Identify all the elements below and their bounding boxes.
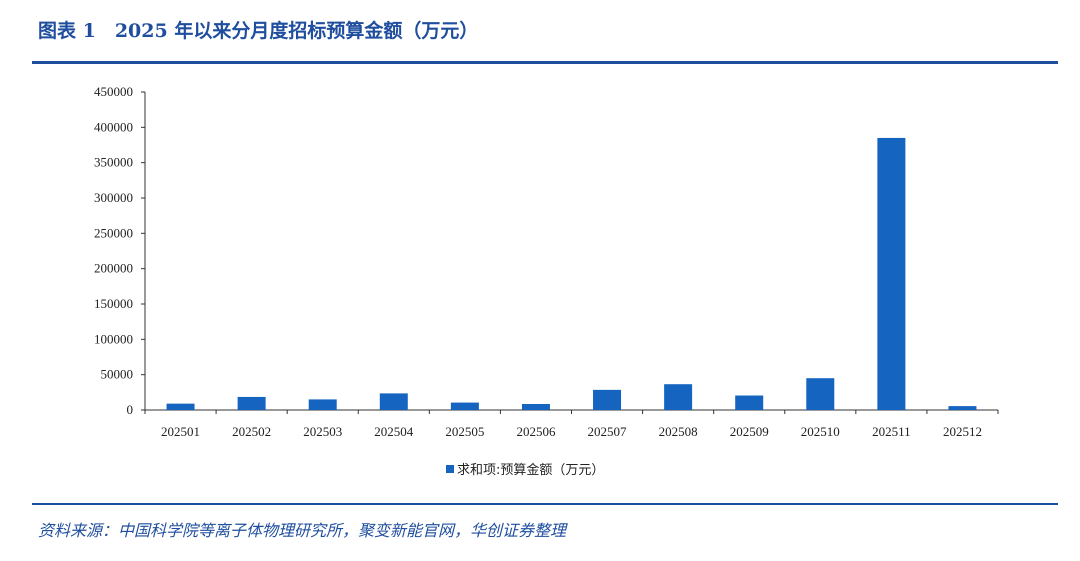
y-tick-label: 100000 bbox=[94, 331, 133, 346]
x-tick-label: 202511 bbox=[872, 424, 911, 439]
bar-202503 bbox=[308, 399, 337, 410]
bar-202508 bbox=[664, 384, 693, 410]
bottom-rule bbox=[32, 503, 1058, 505]
x-tick-label: 202507 bbox=[588, 424, 628, 439]
y-tick-label: 350000 bbox=[94, 155, 133, 170]
legend-label: 求和项:预算金额（万元） bbox=[457, 462, 604, 478]
bar-202502 bbox=[237, 396, 266, 410]
y-tick-label: 150000 bbox=[94, 296, 133, 311]
bar-202504 bbox=[379, 393, 408, 410]
y-tick-label: 400000 bbox=[94, 119, 133, 134]
bar-202501 bbox=[166, 403, 195, 410]
y-tick-label: 450000 bbox=[94, 84, 133, 99]
y-axis-ticks: 0 50000 100000 150000 200000 250000 300000 3500… bbox=[94, 84, 145, 417]
y-tick-label: 200000 bbox=[94, 261, 133, 276]
x-tick-label: 202505 bbox=[445, 424, 484, 439]
x-tick-label: 202510 bbox=[801, 424, 840, 439]
bar-202507 bbox=[593, 389, 622, 410]
y-tick-label: 50000 bbox=[101, 367, 134, 382]
bar-202510 bbox=[806, 378, 835, 410]
bar-202506 bbox=[521, 403, 550, 410]
y-tick-label: 250000 bbox=[94, 225, 133, 240]
source-note: 资料来源：中国科学院等离子体物理研究所，聚变新能官网，华创证券整理 bbox=[38, 521, 567, 540]
chart-bars bbox=[166, 137, 977, 410]
x-tick-label: 202508 bbox=[659, 424, 698, 439]
x-tick-label: 202504 bbox=[374, 424, 414, 439]
y-tick-label: 0 bbox=[127, 402, 134, 417]
x-tick-label: 202509 bbox=[730, 424, 769, 439]
x-axis-ticks: 202501 202502 202503 202504 202505 202506 2025… bbox=[144, 410, 999, 439]
x-tick-label: 202506 bbox=[516, 424, 556, 439]
top-rule bbox=[32, 61, 1058, 64]
chart-axes bbox=[144, 92, 998, 411]
x-tick-label: 202503 bbox=[303, 424, 342, 439]
x-tick-label: 202512 bbox=[943, 424, 982, 439]
y-tick-label: 300000 bbox=[94, 190, 133, 205]
figure-title: 图表 1 2025 年以来分月度招标预算金额（万元） bbox=[38, 20, 479, 42]
bar-202512 bbox=[948, 406, 977, 410]
x-tick-label: 202501 bbox=[161, 424, 200, 439]
bar-202511 bbox=[877, 137, 906, 410]
x-tick-label: 202502 bbox=[232, 424, 271, 439]
chart-legend: 求和项:预算金额（万元） bbox=[446, 462, 604, 478]
bar-202509 bbox=[735, 395, 764, 410]
bar-202505 bbox=[450, 402, 479, 410]
legend-swatch bbox=[446, 465, 454, 473]
